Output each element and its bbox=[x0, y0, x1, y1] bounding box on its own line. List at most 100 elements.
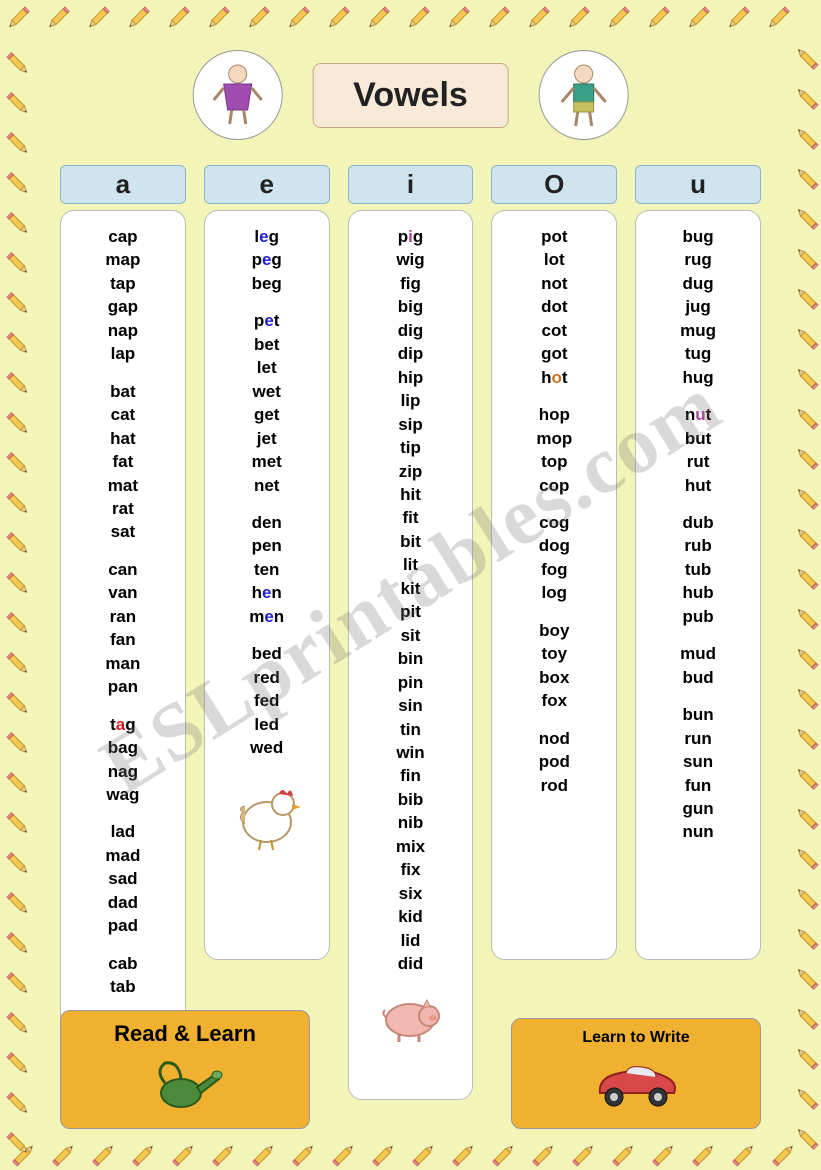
word: let bbox=[211, 356, 323, 379]
word: wig bbox=[355, 248, 467, 271]
word: net bbox=[211, 474, 323, 497]
word: dad bbox=[67, 891, 179, 914]
word-group: potlotnotdotcotgothot bbox=[498, 225, 610, 389]
learn-write-badge: Learn to Write bbox=[511, 1018, 761, 1129]
word: pod bbox=[498, 750, 610, 773]
word: wet bbox=[211, 380, 323, 403]
word: dug bbox=[642, 272, 754, 295]
word: hip bbox=[355, 366, 467, 389]
word-group: dubrubtubhubpub bbox=[642, 511, 754, 628]
word-group: bedredfedledwed bbox=[211, 642, 323, 759]
word: tab bbox=[67, 975, 179, 998]
word: lap bbox=[67, 342, 179, 365]
word: hot bbox=[498, 366, 610, 389]
word: pot bbox=[498, 225, 610, 248]
word-group: canvanranfanmanpan bbox=[67, 558, 179, 699]
doll-left bbox=[192, 50, 282, 140]
word: bin bbox=[355, 647, 467, 670]
word-group: bunrunsunfungunnun bbox=[642, 703, 754, 844]
word-group: ladmadsaddadpad bbox=[67, 820, 179, 937]
word: sad bbox=[67, 867, 179, 890]
word: run bbox=[642, 727, 754, 750]
word: fit bbox=[355, 506, 467, 529]
word: led bbox=[211, 713, 323, 736]
word-col-e: legpegbegpetbetletwetgetjetmetnetdenpent… bbox=[204, 210, 330, 960]
vowel-head-u: u bbox=[635, 165, 761, 204]
word: wag bbox=[67, 783, 179, 806]
word: hub bbox=[642, 581, 754, 604]
word: nod bbox=[498, 727, 610, 750]
word-col-u: bugrugdugjugmugtughugnutbutruthutdubrubt… bbox=[635, 210, 761, 960]
word: bag bbox=[67, 736, 179, 759]
word: bib bbox=[355, 788, 467, 811]
vowel-head-o: O bbox=[491, 165, 617, 204]
word: bug bbox=[642, 225, 754, 248]
word: win bbox=[355, 741, 467, 764]
word: cab bbox=[67, 952, 179, 975]
word: nun bbox=[642, 820, 754, 843]
word-group: cabtab bbox=[67, 952, 179, 999]
word: pub bbox=[642, 605, 754, 628]
vowel-head-i: i bbox=[348, 165, 474, 204]
word: bud bbox=[642, 666, 754, 689]
word: nap bbox=[67, 319, 179, 342]
word: fix bbox=[355, 858, 467, 881]
word: cot bbox=[498, 319, 610, 342]
word: dip bbox=[355, 342, 467, 365]
page-title: Vowels bbox=[312, 63, 509, 128]
word: bit bbox=[355, 530, 467, 553]
word: nut bbox=[642, 403, 754, 426]
word: mud bbox=[642, 642, 754, 665]
word: met bbox=[211, 450, 323, 473]
word: fox bbox=[498, 689, 610, 712]
word: kid bbox=[355, 905, 467, 928]
word: ten bbox=[211, 558, 323, 581]
word: fed bbox=[211, 689, 323, 712]
chicken-icon bbox=[227, 774, 307, 854]
word: nag bbox=[67, 760, 179, 783]
word: bet bbox=[211, 333, 323, 356]
word: kit bbox=[355, 577, 467, 600]
word: pet bbox=[211, 309, 323, 332]
word: rod bbox=[498, 774, 610, 797]
word: dog bbox=[498, 534, 610, 557]
read-learn-label: Read & Learn bbox=[67, 1021, 303, 1047]
pig-icon bbox=[375, 990, 445, 1045]
word-group: petbetletwetgetjetmetnet bbox=[211, 309, 323, 497]
word: mug bbox=[642, 319, 754, 342]
word: man bbox=[67, 652, 179, 675]
word: lid bbox=[355, 929, 467, 952]
word: boy bbox=[498, 619, 610, 642]
word: sip bbox=[355, 413, 467, 436]
word: lip bbox=[355, 389, 467, 412]
word: tub bbox=[642, 558, 754, 581]
word: bun bbox=[642, 703, 754, 726]
read-learn-badge: Read & Learn bbox=[60, 1010, 310, 1129]
col-image bbox=[355, 990, 467, 1050]
word: pin bbox=[355, 671, 467, 694]
word-group: nutbutruthut bbox=[642, 403, 754, 497]
word: men bbox=[211, 605, 323, 628]
word: dot bbox=[498, 295, 610, 318]
word-group: pigwigfigbigdigdiphiplipsiptipziphitfitb… bbox=[355, 225, 467, 976]
word: van bbox=[67, 581, 179, 604]
word-group: hopmoptopcop bbox=[498, 403, 610, 497]
word: pad bbox=[67, 914, 179, 937]
word: did bbox=[355, 952, 467, 975]
word: six bbox=[355, 882, 467, 905]
word: beg bbox=[211, 272, 323, 295]
word: fan bbox=[67, 628, 179, 651]
word: fig bbox=[355, 272, 467, 295]
word: hen bbox=[211, 581, 323, 604]
word: pen bbox=[211, 534, 323, 557]
word-group: legpegbeg bbox=[211, 225, 323, 295]
word: tip bbox=[355, 436, 467, 459]
vowel-head-a: a bbox=[60, 165, 186, 204]
word: can bbox=[67, 558, 179, 581]
word: ran bbox=[67, 605, 179, 628]
word: pig bbox=[355, 225, 467, 248]
word-group: batcathatfatmatratsat bbox=[67, 380, 179, 544]
word: gun bbox=[642, 797, 754, 820]
word: hug bbox=[642, 366, 754, 389]
word: hop bbox=[498, 403, 610, 426]
